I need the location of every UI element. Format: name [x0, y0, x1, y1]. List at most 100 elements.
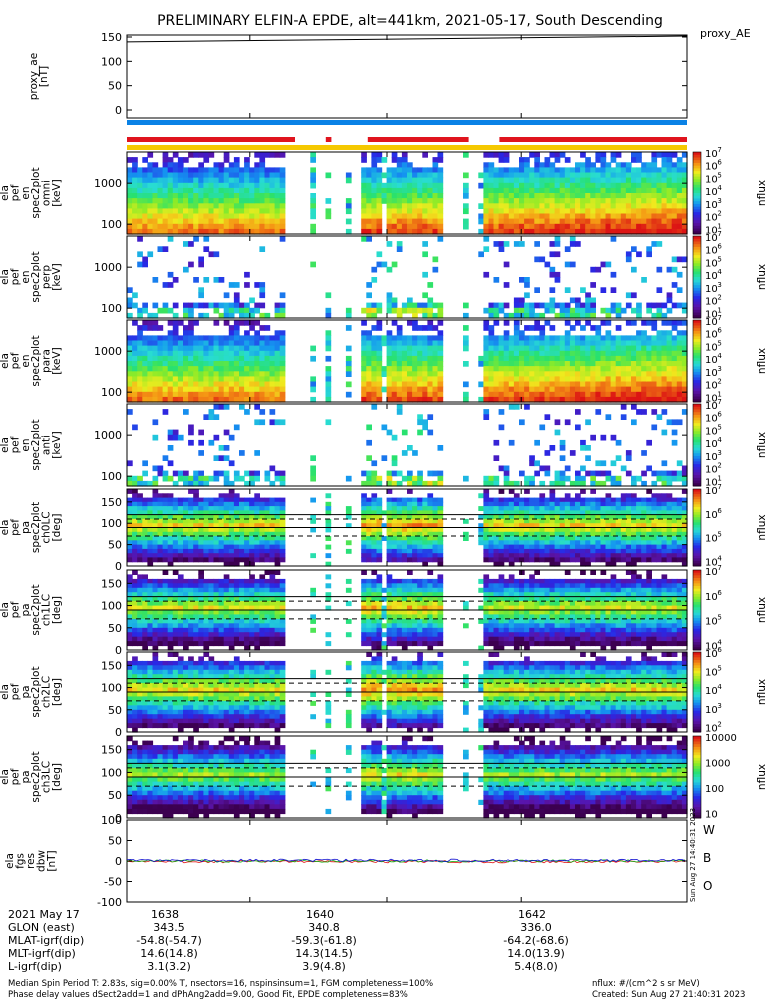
spectrogram-cell [371, 493, 378, 499]
spectrogram-cell [620, 518, 627, 524]
spectrogram-cell [575, 366, 581, 372]
spectrogram-cell [417, 325, 423, 331]
spectrogram-cell [524, 371, 530, 377]
spectrogram-cell [218, 361, 225, 367]
spectrogram-cell [513, 320, 520, 326]
spectrogram-cell [249, 381, 255, 388]
spectrogram-cell [498, 540, 505, 546]
spectrogram-cell [127, 350, 133, 357]
spectrogram-cell [641, 480, 647, 487]
spectrogram-cell [162, 391, 169, 398]
spectrogram-cell [147, 596, 154, 602]
spectrogram-cell [534, 366, 540, 372]
spectrogram-cell [463, 345, 469, 352]
spectrogram-cell [177, 335, 184, 342]
spectrogram-cell [625, 340, 632, 347]
spectrogram-cell [366, 480, 372, 487]
colorbar-segment [693, 464, 701, 468]
spectrogram-cell [366, 302, 372, 309]
spectrogram-cell [651, 544, 658, 550]
spectrogram-cell [508, 187, 515, 194]
spectrogram-cell [188, 501, 194, 507]
spectrogram-cell [463, 381, 469, 388]
spectrogram-cell [366, 557, 372, 563]
spectrogram-cell [183, 497, 189, 503]
spectrogram-cell [142, 381, 148, 388]
spectrogram-cell [177, 208, 184, 215]
spectrogram-cell [519, 157, 525, 163]
spectrogram-cell [422, 371, 428, 377]
colorbar-segment [693, 217, 701, 221]
spectrogram-cell [488, 510, 495, 516]
spectrogram-cell [198, 228, 204, 235]
spectrogram-cell [463, 182, 469, 189]
spectrogram-cell [549, 536, 556, 541]
spectrogram-cell [188, 601, 194, 607]
spectrogram-cell [264, 366, 271, 372]
spectrogram-cell [137, 553, 143, 559]
spectrogram-cell [183, 523, 189, 529]
spectrogram-cell [483, 307, 490, 314]
spectrogram-cell [208, 213, 215, 220]
spectrogram-cell [564, 330, 571, 336]
spectrogram-cell [656, 302, 663, 309]
spectrogram-cell [361, 470, 367, 477]
spectrogram-cell [417, 501, 423, 507]
spectrogram-cell [198, 557, 204, 563]
spectrogram-cell [656, 287, 663, 293]
spectrogram-cell [615, 187, 622, 194]
spectrogram-cell [412, 531, 418, 537]
spectrogram-cell [376, 501, 383, 507]
spectrogram-cell [213, 527, 220, 533]
spectrogram-cell [493, 548, 500, 554]
spectrogram-cell [228, 187, 235, 194]
spectrogram-cell [127, 187, 133, 194]
spectrogram-cell [172, 203, 179, 209]
spectrogram-cell [661, 361, 668, 367]
spectrogram-cell [274, 152, 281, 158]
spectrogram-cell [208, 531, 215, 537]
spectrogram-cell [656, 414, 663, 420]
spectrogram-cell [549, 187, 556, 194]
spectrogram-cell [631, 371, 637, 377]
spectrogram-cell [137, 167, 143, 174]
spectrogram-cell [167, 157, 174, 163]
spectrogram-cell [569, 340, 576, 347]
spectrogram-cell [172, 182, 179, 189]
spectrogram-cell [671, 419, 678, 426]
spectrogram-cell [483, 480, 490, 487]
spectrogram-cell [412, 510, 418, 516]
colorbar-segment [693, 371, 701, 376]
spectrogram-cell [600, 548, 607, 554]
spectrogram-cell [157, 527, 164, 533]
spectrogram-cell [412, 187, 418, 194]
spectrogram-cell [274, 497, 281, 503]
spectrogram-cell [228, 355, 235, 362]
spectrogram-cell [188, 510, 194, 516]
spectrogram-cell [636, 386, 642, 393]
spectrogram-cell [580, 536, 586, 541]
spectrogram-cell [427, 493, 434, 499]
spectrogram-cell [132, 208, 138, 215]
spectrogram-cell [162, 583, 169, 589]
spectrogram-cell [671, 429, 678, 436]
spectrogram-cell [132, 345, 138, 352]
spectrogram-cell [666, 198, 673, 204]
spectrogram-cell [625, 366, 632, 372]
spectrogram-cell [554, 167, 561, 174]
spectrogram-cell [325, 208, 332, 215]
spectrogram-cell [132, 198, 138, 204]
spectrogram-cell [427, 213, 434, 220]
spectrogram-cell [610, 561, 617, 567]
spectrogram-cell [646, 527, 652, 533]
spectrogram-cell [656, 208, 663, 215]
spectrogram-cell [636, 536, 642, 541]
spectrogram-cell [600, 182, 607, 189]
spectrogram-cell [396, 167, 403, 174]
spectrogram-cell [264, 523, 271, 529]
spectrogram-cell [681, 320, 688, 326]
spectrogram-cell [203, 527, 210, 533]
spectrogram-cell [208, 167, 215, 174]
spectrogram-cell [539, 335, 546, 342]
spectrogram-cell [656, 241, 663, 247]
